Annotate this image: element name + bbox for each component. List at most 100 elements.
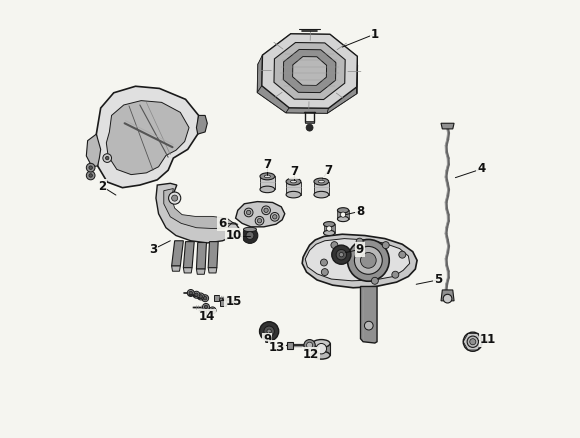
Ellipse shape: [338, 208, 349, 213]
Ellipse shape: [244, 227, 256, 232]
Ellipse shape: [286, 178, 301, 185]
Polygon shape: [274, 42, 345, 99]
Circle shape: [255, 216, 264, 225]
Ellipse shape: [318, 180, 324, 183]
Text: 11: 11: [480, 333, 496, 346]
Text: 7: 7: [263, 158, 271, 171]
Circle shape: [204, 305, 208, 309]
Circle shape: [399, 251, 406, 258]
Circle shape: [316, 343, 327, 354]
Circle shape: [306, 124, 313, 131]
Text: 8: 8: [356, 205, 365, 218]
Polygon shape: [172, 266, 180, 271]
Text: 15: 15: [225, 295, 242, 308]
Circle shape: [189, 291, 193, 295]
Text: 5: 5: [434, 273, 442, 286]
Ellipse shape: [313, 339, 330, 347]
Circle shape: [382, 242, 389, 249]
Polygon shape: [260, 177, 275, 189]
Circle shape: [463, 332, 483, 351]
Polygon shape: [197, 243, 206, 269]
Ellipse shape: [314, 191, 329, 198]
Ellipse shape: [291, 180, 296, 183]
Polygon shape: [235, 201, 285, 227]
Ellipse shape: [338, 216, 349, 222]
Polygon shape: [287, 342, 293, 349]
Polygon shape: [220, 300, 226, 306]
Ellipse shape: [264, 175, 270, 178]
Polygon shape: [286, 108, 328, 113]
Circle shape: [336, 250, 347, 260]
Polygon shape: [305, 239, 409, 281]
Circle shape: [187, 290, 194, 297]
Ellipse shape: [314, 178, 329, 185]
Polygon shape: [227, 296, 231, 300]
Circle shape: [199, 295, 202, 298]
Circle shape: [262, 206, 270, 215]
Circle shape: [470, 339, 476, 345]
Polygon shape: [258, 45, 357, 113]
Text: 6: 6: [219, 217, 227, 230]
Circle shape: [347, 240, 389, 281]
Text: 7: 7: [290, 165, 299, 178]
Circle shape: [371, 277, 378, 284]
Polygon shape: [164, 188, 233, 229]
Circle shape: [264, 208, 268, 212]
Text: 14: 14: [198, 311, 215, 323]
Circle shape: [89, 166, 92, 170]
Circle shape: [364, 321, 373, 330]
Circle shape: [103, 154, 111, 162]
Ellipse shape: [260, 173, 275, 180]
Circle shape: [307, 342, 313, 348]
Circle shape: [202, 304, 209, 311]
Ellipse shape: [286, 191, 301, 198]
Polygon shape: [441, 290, 454, 301]
Text: 12: 12: [303, 348, 319, 361]
Polygon shape: [86, 134, 101, 167]
Circle shape: [392, 271, 399, 278]
Bar: [305, 120, 314, 123]
Circle shape: [86, 163, 95, 172]
Ellipse shape: [313, 351, 330, 359]
Circle shape: [195, 293, 198, 297]
Text: 13: 13: [269, 341, 285, 354]
Circle shape: [246, 232, 254, 240]
Circle shape: [246, 210, 251, 215]
Circle shape: [242, 228, 258, 244]
Circle shape: [356, 238, 363, 245]
Circle shape: [331, 242, 338, 249]
Ellipse shape: [324, 230, 335, 236]
Circle shape: [332, 245, 351, 264]
Circle shape: [211, 309, 214, 312]
Polygon shape: [106, 101, 189, 175]
Polygon shape: [258, 34, 291, 64]
Polygon shape: [313, 343, 330, 355]
Ellipse shape: [260, 186, 275, 193]
Circle shape: [321, 259, 328, 266]
Text: 2: 2: [98, 180, 106, 193]
Polygon shape: [302, 234, 417, 288]
Text: 10: 10: [226, 229, 242, 242]
Circle shape: [202, 295, 209, 302]
Polygon shape: [258, 86, 289, 113]
Circle shape: [244, 208, 253, 217]
Polygon shape: [214, 295, 219, 301]
Polygon shape: [197, 269, 205, 274]
Polygon shape: [258, 55, 263, 92]
Polygon shape: [183, 268, 192, 273]
Circle shape: [89, 174, 92, 177]
Polygon shape: [172, 241, 183, 266]
Ellipse shape: [324, 222, 335, 227]
Polygon shape: [288, 34, 330, 45]
Circle shape: [467, 336, 478, 347]
Circle shape: [193, 291, 200, 298]
Circle shape: [204, 297, 207, 300]
Circle shape: [327, 226, 332, 231]
Polygon shape: [327, 87, 357, 113]
Polygon shape: [361, 286, 377, 343]
Circle shape: [270, 212, 279, 221]
Circle shape: [273, 215, 277, 219]
Polygon shape: [262, 34, 357, 108]
Text: 9: 9: [263, 333, 271, 346]
Polygon shape: [96, 86, 198, 187]
